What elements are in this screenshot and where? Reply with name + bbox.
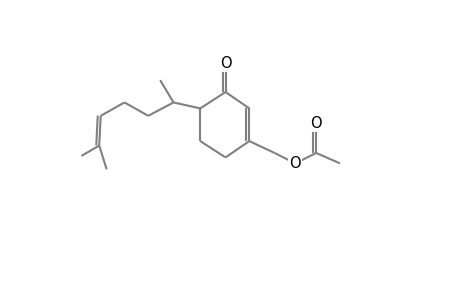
Text: O: O bbox=[310, 116, 321, 131]
Text: O: O bbox=[219, 56, 231, 71]
Text: O: O bbox=[289, 156, 301, 171]
